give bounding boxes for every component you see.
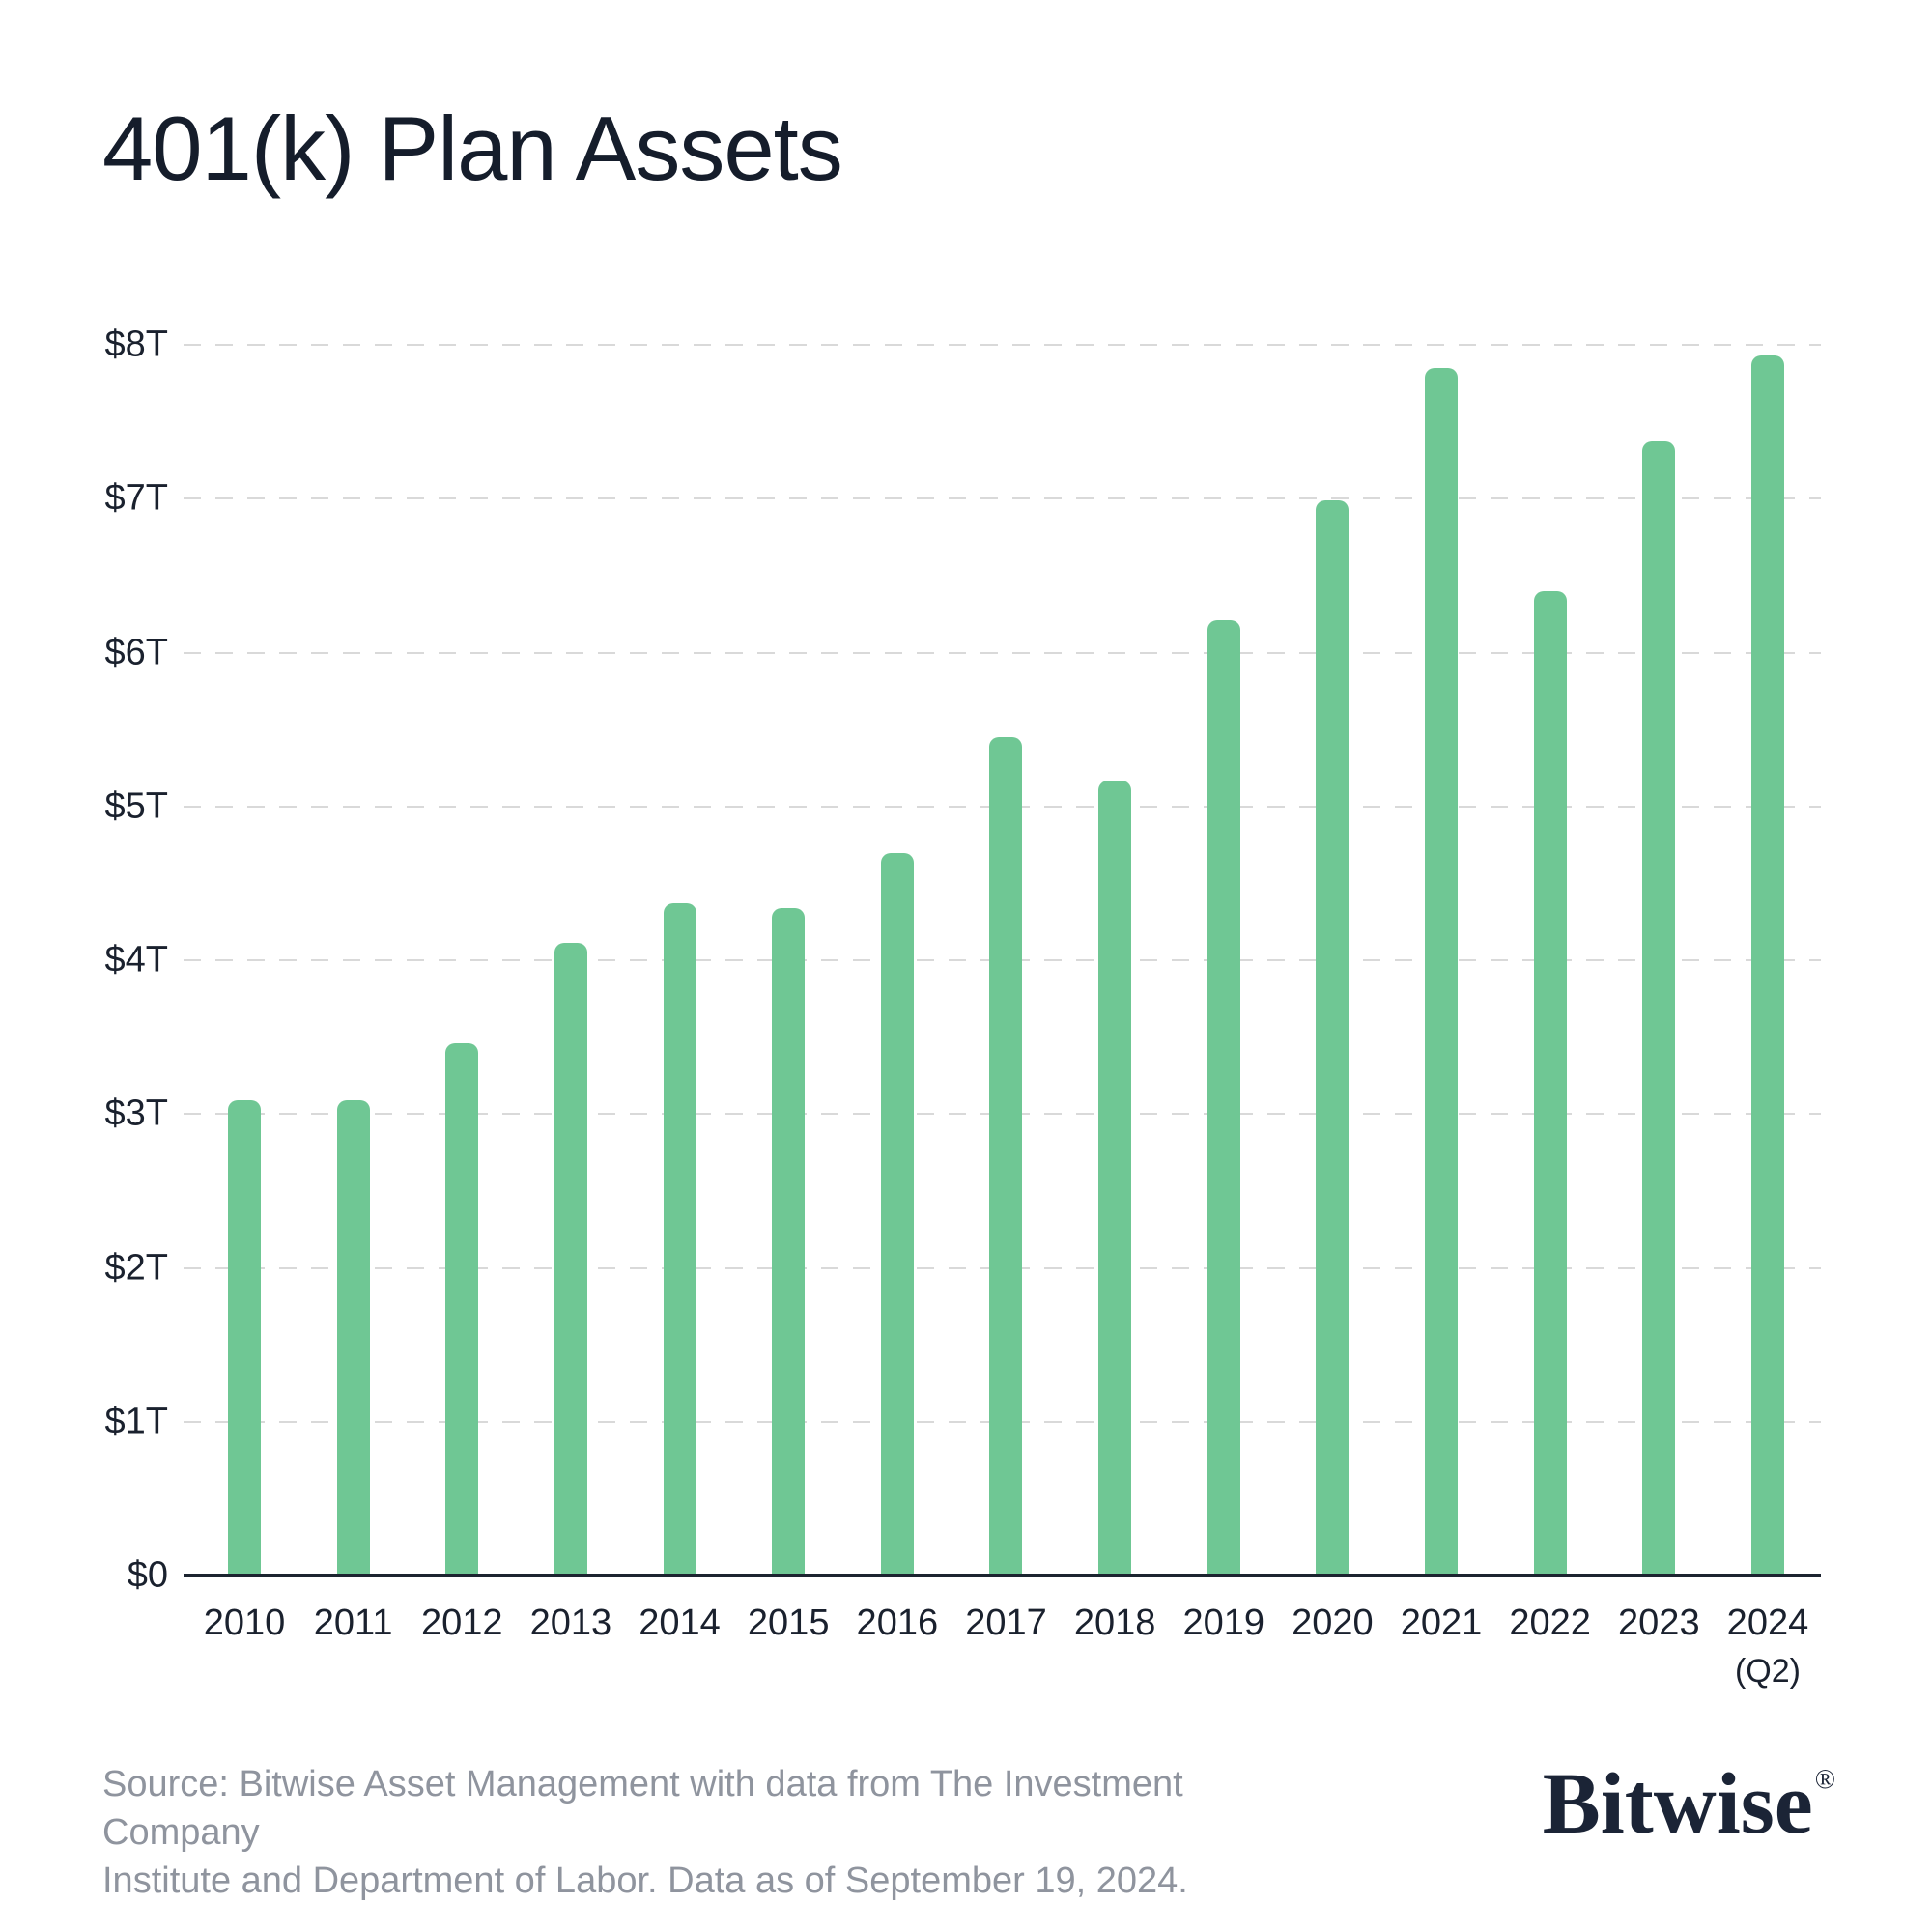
x-tick-label-2021: 2021 — [1400, 1603, 1483, 1643]
x-tick-label-2024: 2024 (Q2) — [1726, 1603, 1809, 1690]
y-tick-label: $2T — [104, 1247, 168, 1288]
y-tick-label: $1T — [104, 1401, 168, 1442]
source-line-1: Source: Bitwise Asset Management with da… — [102, 1764, 1183, 1853]
bar-2017 — [989, 737, 1023, 1576]
bar-2023 — [1642, 441, 1676, 1576]
bar-2021 — [1425, 367, 1459, 1576]
x-tick-label-2022: 2022 — [1509, 1603, 1591, 1643]
x-tick-label-2020: 2020 — [1292, 1603, 1374, 1643]
x-tick-label-2019: 2019 — [1182, 1603, 1265, 1643]
x-tick-label-2023: 2023 — [1618, 1603, 1700, 1643]
source-line-2: Institute and Department of Labor. Data … — [102, 1861, 1188, 1901]
y-tick-label: $5T — [104, 785, 168, 827]
x-tick-label-2015: 2015 — [747, 1603, 830, 1643]
x-tick-label-2011: 2011 — [313, 1603, 393, 1643]
bar-2020 — [1316, 499, 1350, 1576]
y-tick-label: $4T — [104, 939, 168, 980]
y-tick-label: $6T — [104, 632, 168, 672]
x-tick-label-2018: 2018 — [1073, 1603, 1156, 1643]
y-tick-label: $7T — [104, 477, 168, 519]
registered-mark: ® — [1814, 1765, 1835, 1795]
x-axis-baseline: $0 — [128, 1554, 1821, 1595]
bitwise-logo-text: Bitwise — [1542, 1756, 1813, 1852]
chart: $0 $1T $2T $3T $4T $5T $6T $7T $8T 2010 2011 2012 20… — [105, 325, 1821, 1690]
gridline-6t: $6T — [105, 632, 1821, 672]
x-tick-label-2017: 2017 — [965, 1603, 1047, 1643]
bar-2022 — [1533, 590, 1567, 1576]
x-tick-label-2012: 2012 — [420, 1603, 503, 1643]
bar-2012 — [445, 1043, 479, 1576]
y-tick-label: $3T — [104, 1093, 168, 1134]
y-tick-label: $0 — [127, 1554, 168, 1595]
bar-2018 — [1098, 780, 1132, 1576]
bar-2011 — [336, 1099, 370, 1576]
bar-2014 — [663, 903, 696, 1576]
x-tick-label-2014: 2014 — [639, 1603, 721, 1643]
x-tick-label-2010: 2010 — [203, 1603, 286, 1643]
bar-2015 — [772, 907, 806, 1576]
bar-2013 — [554, 943, 587, 1576]
bar-2010 — [228, 1099, 261, 1576]
y-tick-label: $8T — [104, 324, 168, 365]
source-text: Source: Bitwise Asset Management with da… — [102, 1760, 1329, 1905]
bitwise-logo: Bitwise® — [1543, 1754, 1835, 1854]
gridline-7t: $7T — [105, 478, 1821, 519]
gridline-8t: $8T — [105, 325, 1821, 365]
x-tick-label-2013: 2013 — [529, 1603, 612, 1643]
bar-2019 — [1207, 620, 1240, 1576]
x-tick-sublabel: (Q2) — [1734, 1653, 1801, 1690]
bar-2016 — [880, 852, 914, 1576]
bar-2024 — [1750, 355, 1784, 1576]
page-title: 401(k) Plan Assets — [102, 98, 843, 199]
x-tick-label-2016: 2016 — [856, 1603, 939, 1643]
